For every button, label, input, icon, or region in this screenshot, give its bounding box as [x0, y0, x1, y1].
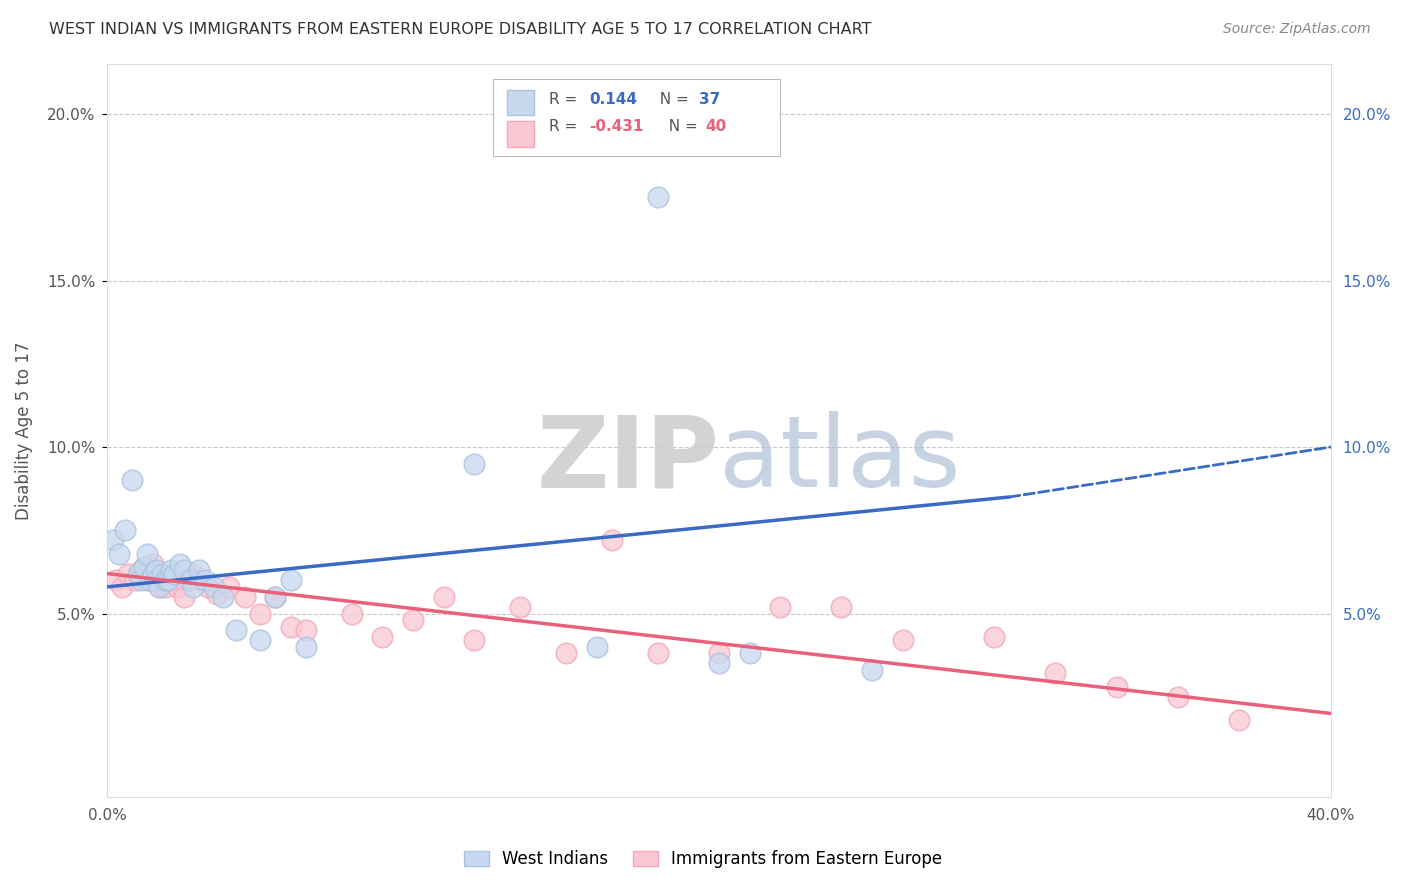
Point: [142, 566, 165, 581]
Point: [249, 633, 271, 648]
Point: [860, 663, 883, 677]
Point: [148, 580, 170, 594]
Point: [1167, 690, 1189, 704]
Point: [340, 607, 363, 621]
Point: [142, 557, 165, 571]
Point: [707, 657, 730, 671]
Point: [233, 590, 256, 604]
Point: [148, 580, 170, 594]
Point: [145, 563, 167, 577]
Point: [280, 620, 302, 634]
Point: [173, 590, 195, 604]
Point: [647, 647, 669, 661]
Point: [179, 573, 201, 587]
Point: [769, 599, 792, 614]
Point: [187, 563, 209, 577]
Point: [433, 590, 456, 604]
Point: [264, 590, 287, 604]
FancyBboxPatch shape: [492, 78, 780, 155]
Point: [160, 573, 183, 587]
Point: [738, 647, 761, 661]
Text: N =: N =: [659, 119, 703, 134]
Point: [153, 573, 176, 587]
Text: ZIP: ZIP: [536, 411, 718, 508]
Text: N =: N =: [651, 92, 695, 107]
Legend: West Indians, Immigrants from Eastern Europe: West Indians, Immigrants from Eastern Eu…: [457, 844, 949, 875]
Y-axis label: Disability Age 5 to 17: Disability Age 5 to 17: [15, 341, 32, 520]
Point: [121, 473, 143, 487]
Point: [117, 566, 139, 581]
Point: [707, 647, 730, 661]
Point: [103, 533, 125, 548]
Point: [139, 573, 162, 587]
Text: R =: R =: [548, 119, 582, 134]
Point: [114, 523, 136, 537]
Point: [225, 623, 247, 637]
Text: -0.431: -0.431: [589, 119, 644, 134]
Point: [205, 586, 228, 600]
Point: [555, 647, 578, 661]
Point: [135, 547, 157, 561]
Point: [463, 457, 485, 471]
Point: [1227, 713, 1250, 727]
Point: [1045, 666, 1067, 681]
Point: [218, 580, 240, 594]
Point: [129, 573, 152, 587]
Point: [135, 573, 157, 587]
Point: [145, 573, 167, 587]
Point: [295, 640, 318, 654]
Point: [585, 640, 607, 654]
Point: [509, 599, 531, 614]
Point: [264, 590, 287, 604]
Point: [181, 580, 204, 594]
Point: [127, 566, 149, 581]
Point: [105, 573, 128, 587]
Text: Source: ZipAtlas.com: Source: ZipAtlas.com: [1223, 22, 1371, 37]
Point: [108, 547, 131, 561]
Point: [463, 633, 485, 648]
Point: [166, 580, 188, 594]
Text: R =: R =: [548, 92, 582, 107]
Point: [124, 573, 146, 587]
Point: [194, 573, 217, 587]
Point: [150, 566, 173, 581]
Point: [830, 599, 852, 614]
Bar: [508, 121, 534, 147]
Point: [295, 623, 318, 637]
Text: WEST INDIAN VS IMMIGRANTS FROM EASTERN EUROPE DISABILITY AGE 5 TO 17 CORRELATION: WEST INDIAN VS IMMIGRANTS FROM EASTERN E…: [49, 22, 872, 37]
Point: [160, 563, 183, 577]
Point: [1105, 680, 1128, 694]
Point: [600, 533, 623, 548]
Text: atlas: atlas: [718, 411, 960, 508]
Point: [891, 633, 914, 648]
Point: [197, 580, 219, 594]
Point: [202, 580, 225, 594]
Text: 40: 40: [706, 119, 727, 134]
Point: [153, 580, 176, 594]
Point: [647, 190, 669, 204]
Text: 37: 37: [699, 92, 721, 107]
Point: [169, 557, 191, 571]
Point: [129, 563, 152, 577]
Point: [249, 607, 271, 621]
Point: [173, 563, 195, 577]
Point: [983, 630, 1005, 644]
Point: [212, 590, 235, 604]
Point: [280, 573, 302, 587]
Point: [157, 573, 180, 587]
Point: [111, 580, 134, 594]
Point: [371, 630, 394, 644]
Point: [181, 566, 204, 581]
Text: 0.144: 0.144: [589, 92, 637, 107]
Point: [187, 573, 209, 587]
Point: [132, 560, 155, 574]
Point: [402, 613, 425, 627]
Point: [163, 566, 186, 581]
Bar: [508, 89, 534, 115]
